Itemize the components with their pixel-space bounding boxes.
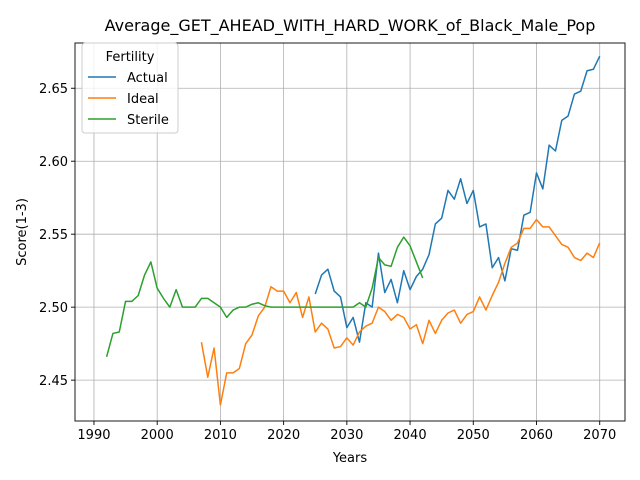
y-tick-label: 2.45 [39, 374, 68, 389]
plot-area-frame [74, 42, 626, 422]
y-tick-label: 2.50 [39, 301, 68, 316]
y-tick-label: 2.65 [39, 82, 68, 97]
series-line-actual [314, 55, 601, 343]
x-tick-label: 2020 [267, 428, 300, 443]
legend-label-sterile: Sterile [127, 113, 169, 128]
x-tick-label: 2010 [204, 428, 237, 443]
legend-title: Fertility [106, 50, 155, 65]
y-tick-label: 2.60 [39, 155, 68, 170]
series-lines [105, 55, 601, 406]
y-axis-label: Score(1-3) [15, 198, 30, 266]
legend-box [81, 42, 179, 134]
series-line-sterile [105, 236, 424, 357]
x-axis-label: Years [332, 451, 368, 466]
x-tick-label: 2060 [520, 428, 553, 443]
chart-title: Average_GET_AHEAD_WITH_HARD_WORK_of_Blac… [105, 16, 596, 36]
x-tick-label: 2070 [583, 428, 616, 443]
legend: Fertility Actual Ideal Sterile [81, 42, 179, 134]
series-line-ideal [200, 218, 601, 406]
y-tick-label: 2.55 [39, 228, 68, 243]
x-tick-label: 1990 [77, 428, 110, 443]
legend-items: Actual Ideal Sterile [88, 71, 169, 128]
x-tick-label: 2000 [141, 428, 174, 443]
x-tick-label: 2050 [457, 428, 490, 443]
legend-label-ideal: Ideal [127, 92, 159, 107]
x-tick-label: 2030 [330, 428, 363, 443]
legend-label-actual: Actual [127, 71, 168, 86]
axis-ticks: 1990 2000 2010 2020 2030 2040 2050 2060 2070 2.45… [39, 82, 616, 443]
x-tick-label: 2040 [394, 428, 427, 443]
